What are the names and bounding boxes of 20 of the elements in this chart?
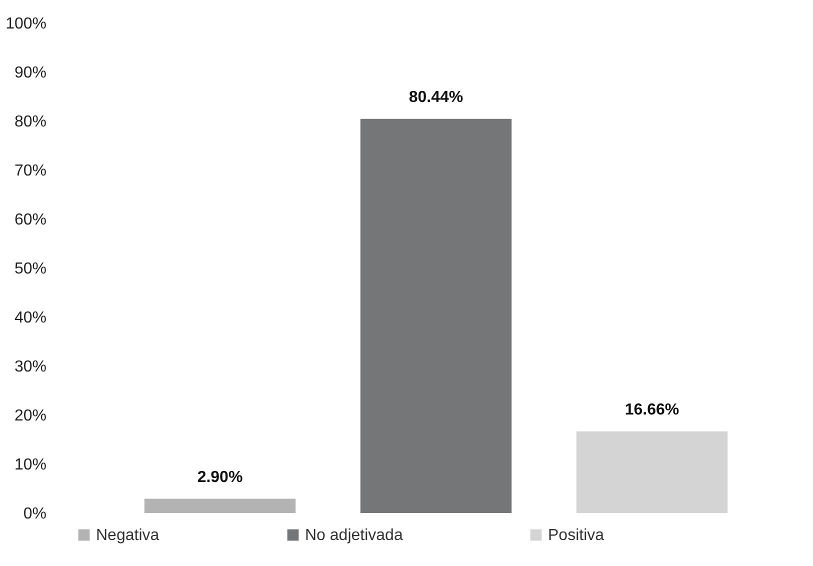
y-tick-label: 90% xyxy=(14,64,46,82)
legend-label: Positiva xyxy=(548,527,604,544)
data-label: 80.44% xyxy=(408,88,464,106)
data-label: 2.90% xyxy=(197,468,243,486)
legend-label: No adjetivada xyxy=(305,527,403,544)
y-tick-label: 10% xyxy=(14,456,46,474)
y-tick-label: 40% xyxy=(14,310,46,326)
y-tick-label: 20% xyxy=(14,408,46,424)
y-tick-label: 0% xyxy=(23,506,46,522)
bar xyxy=(144,498,296,513)
data-label: 16.66% xyxy=(624,401,680,418)
y-tick-label: 80% xyxy=(14,114,46,130)
y-tick-label: 50% xyxy=(14,260,46,278)
y-tick-label: 60% xyxy=(14,212,46,228)
y-tick-label: 100% xyxy=(6,16,46,32)
y-tick-label: 30% xyxy=(14,358,46,376)
legend-label: Negativa xyxy=(96,527,160,544)
bar xyxy=(360,118,512,513)
bar xyxy=(576,431,728,513)
y-tick-label: 70% xyxy=(14,162,46,180)
